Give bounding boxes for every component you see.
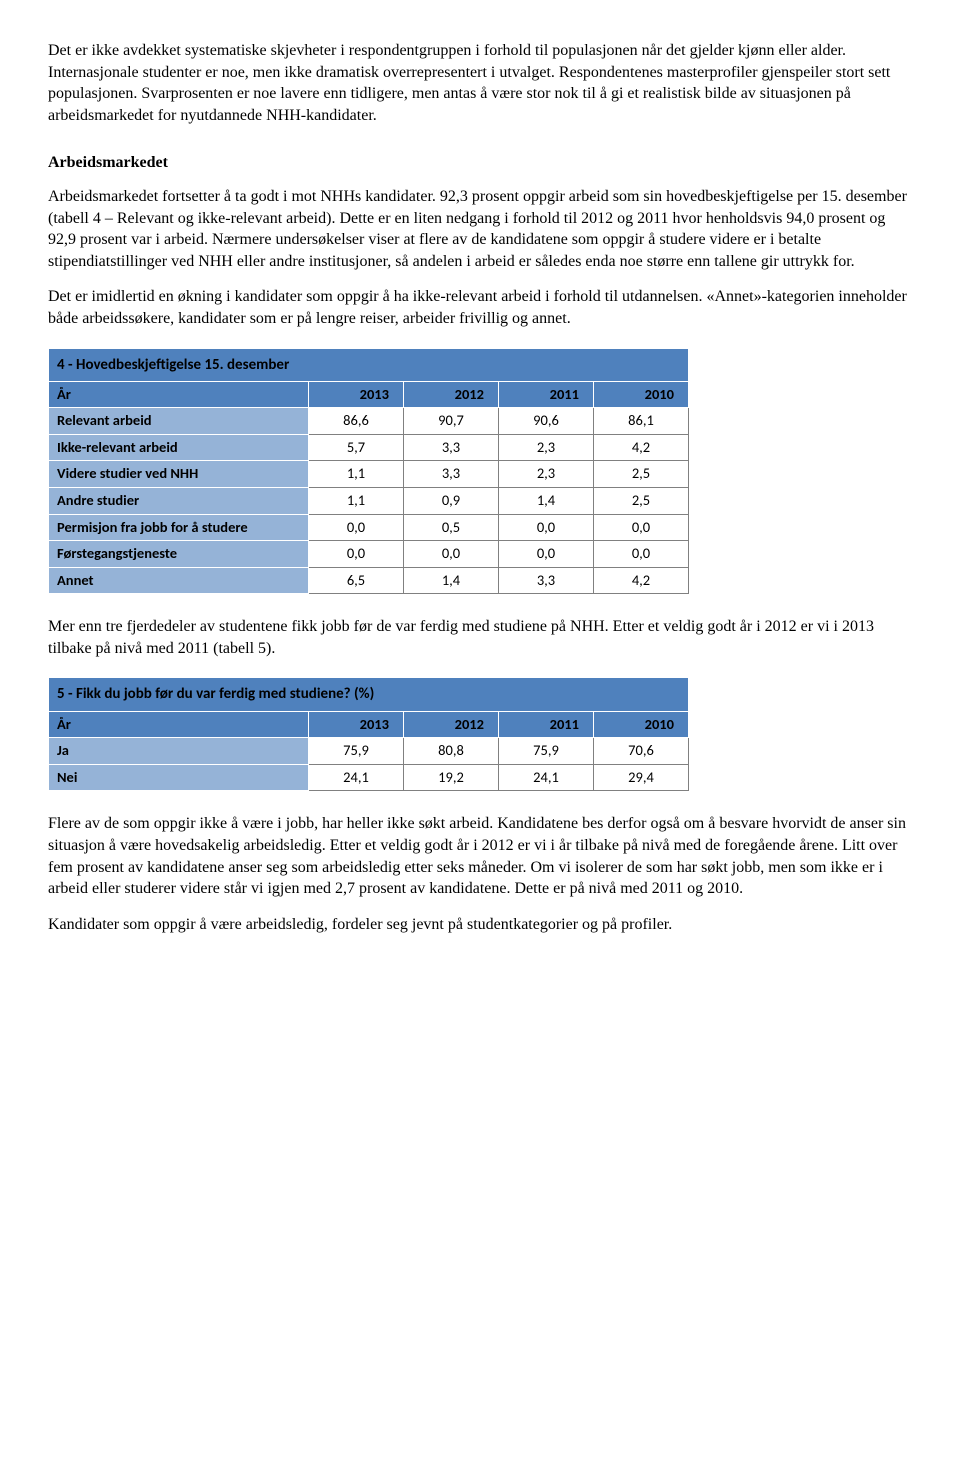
table-year-header: 2010 bbox=[594, 711, 689, 738]
table-5: 5 - Fikk du jobb før du var ferdig med s… bbox=[48, 677, 912, 791]
table-row-label: Førstegangstjeneste bbox=[49, 541, 309, 568]
table-cell: 0,0 bbox=[499, 514, 594, 541]
table-cell: 0,0 bbox=[594, 541, 689, 568]
table-row-label: Ja bbox=[49, 738, 309, 765]
table-cell: 24,1 bbox=[309, 764, 404, 791]
body-paragraph: Det er imidlertid en økning i kandidater… bbox=[48, 286, 912, 329]
table-row-label: Andre studier bbox=[49, 488, 309, 515]
table-cell: 1,4 bbox=[499, 488, 594, 515]
table-cell: 0,5 bbox=[404, 514, 499, 541]
body-paragraph: Mer enn tre fjerdedeler av studentene fi… bbox=[48, 616, 912, 659]
table-cell: 2,5 bbox=[594, 488, 689, 515]
table-cell: 24,1 bbox=[499, 764, 594, 791]
table-row: Andre studier1,10,91,42,5 bbox=[49, 488, 689, 515]
table-cell: 19,2 bbox=[404, 764, 499, 791]
table-row-label: Permisjon fra jobb for å studere bbox=[49, 514, 309, 541]
table-cell: 0,9 bbox=[404, 488, 499, 515]
table-year-header: 2011 bbox=[499, 381, 594, 408]
table-title: 4 - Hovedbeskjeftigelse 15. desember bbox=[49, 348, 689, 381]
body-paragraph: Arbeidsmarkedet fortsetter å ta godt i m… bbox=[48, 186, 912, 272]
table-cell: 2,5 bbox=[594, 461, 689, 488]
table-year-header: 2013 bbox=[309, 711, 404, 738]
table-title: 5 - Fikk du jobb før du var ferdig med s… bbox=[49, 678, 689, 711]
table-year-header: 2012 bbox=[404, 381, 499, 408]
table-cell: 4,2 bbox=[594, 567, 689, 594]
table-cell: 75,9 bbox=[309, 738, 404, 765]
intro-paragraph: Det er ikke avdekket systematiske skjevh… bbox=[48, 40, 912, 126]
table-year-label: År bbox=[49, 711, 309, 738]
table-row: Ja75,980,875,970,6 bbox=[49, 738, 689, 765]
table-cell: 90,6 bbox=[499, 408, 594, 435]
table-row: Relevant arbeid86,690,790,686,1 bbox=[49, 408, 689, 435]
table-cell: 75,9 bbox=[499, 738, 594, 765]
table-cell: 86,1 bbox=[594, 408, 689, 435]
table-cell: 2,3 bbox=[499, 461, 594, 488]
table-row: Permisjon fra jobb for å studere0,00,50,… bbox=[49, 514, 689, 541]
table-cell: 0,0 bbox=[309, 514, 404, 541]
table-cell: 3,3 bbox=[499, 567, 594, 594]
table-cell: 90,7 bbox=[404, 408, 499, 435]
body-paragraph: Flere av de som oppgir ikke å være i job… bbox=[48, 813, 912, 899]
table-row: Annet6,51,43,34,2 bbox=[49, 567, 689, 594]
table-year-header: 2013 bbox=[309, 381, 404, 408]
table-cell: 80,8 bbox=[404, 738, 499, 765]
table-cell: 1,4 bbox=[404, 567, 499, 594]
table-cell: 1,1 bbox=[309, 488, 404, 515]
table-row: Førstegangstjeneste0,00,00,00,0 bbox=[49, 541, 689, 568]
section-heading-arbeidsmarkedet: Arbeidsmarkedet bbox=[48, 152, 912, 174]
table-cell: 70,6 bbox=[594, 738, 689, 765]
table-year-header: 2012 bbox=[404, 711, 499, 738]
table-row: Ikke-relevant arbeid5,73,32,34,2 bbox=[49, 434, 689, 461]
table-cell: 0,0 bbox=[594, 514, 689, 541]
table-row-label: Annet bbox=[49, 567, 309, 594]
table-year-label: År bbox=[49, 381, 309, 408]
data-table: 4 - Hovedbeskjeftigelse 15. desemberÅr20… bbox=[48, 348, 689, 595]
table-year-header: 2011 bbox=[499, 711, 594, 738]
table-cell: 3,3 bbox=[404, 434, 499, 461]
table-cell: 86,6 bbox=[309, 408, 404, 435]
body-paragraph: Kandidater som oppgir å være arbeidsledi… bbox=[48, 914, 912, 936]
table-year-header: 2010 bbox=[594, 381, 689, 408]
table-cell: 0,0 bbox=[404, 541, 499, 568]
table-row-label: Ikke-relevant arbeid bbox=[49, 434, 309, 461]
table-cell: 1,1 bbox=[309, 461, 404, 488]
table-row: Nei24,119,224,129,4 bbox=[49, 764, 689, 791]
table-row-label: Videre studier ved NHH bbox=[49, 461, 309, 488]
table-cell: 5,7 bbox=[309, 434, 404, 461]
table-row-label: Relevant arbeid bbox=[49, 408, 309, 435]
table-cell: 2,3 bbox=[499, 434, 594, 461]
table-cell: 0,0 bbox=[499, 541, 594, 568]
table-row: Videre studier ved NHH1,13,32,32,5 bbox=[49, 461, 689, 488]
table-4: 4 - Hovedbeskjeftigelse 15. desemberÅr20… bbox=[48, 348, 912, 595]
table-cell: 6,5 bbox=[309, 567, 404, 594]
table-row-label: Nei bbox=[49, 764, 309, 791]
table-cell: 4,2 bbox=[594, 434, 689, 461]
table-cell: 3,3 bbox=[404, 461, 499, 488]
table-cell: 0,0 bbox=[309, 541, 404, 568]
table-cell: 29,4 bbox=[594, 764, 689, 791]
data-table: 5 - Fikk du jobb før du var ferdig med s… bbox=[48, 677, 689, 791]
